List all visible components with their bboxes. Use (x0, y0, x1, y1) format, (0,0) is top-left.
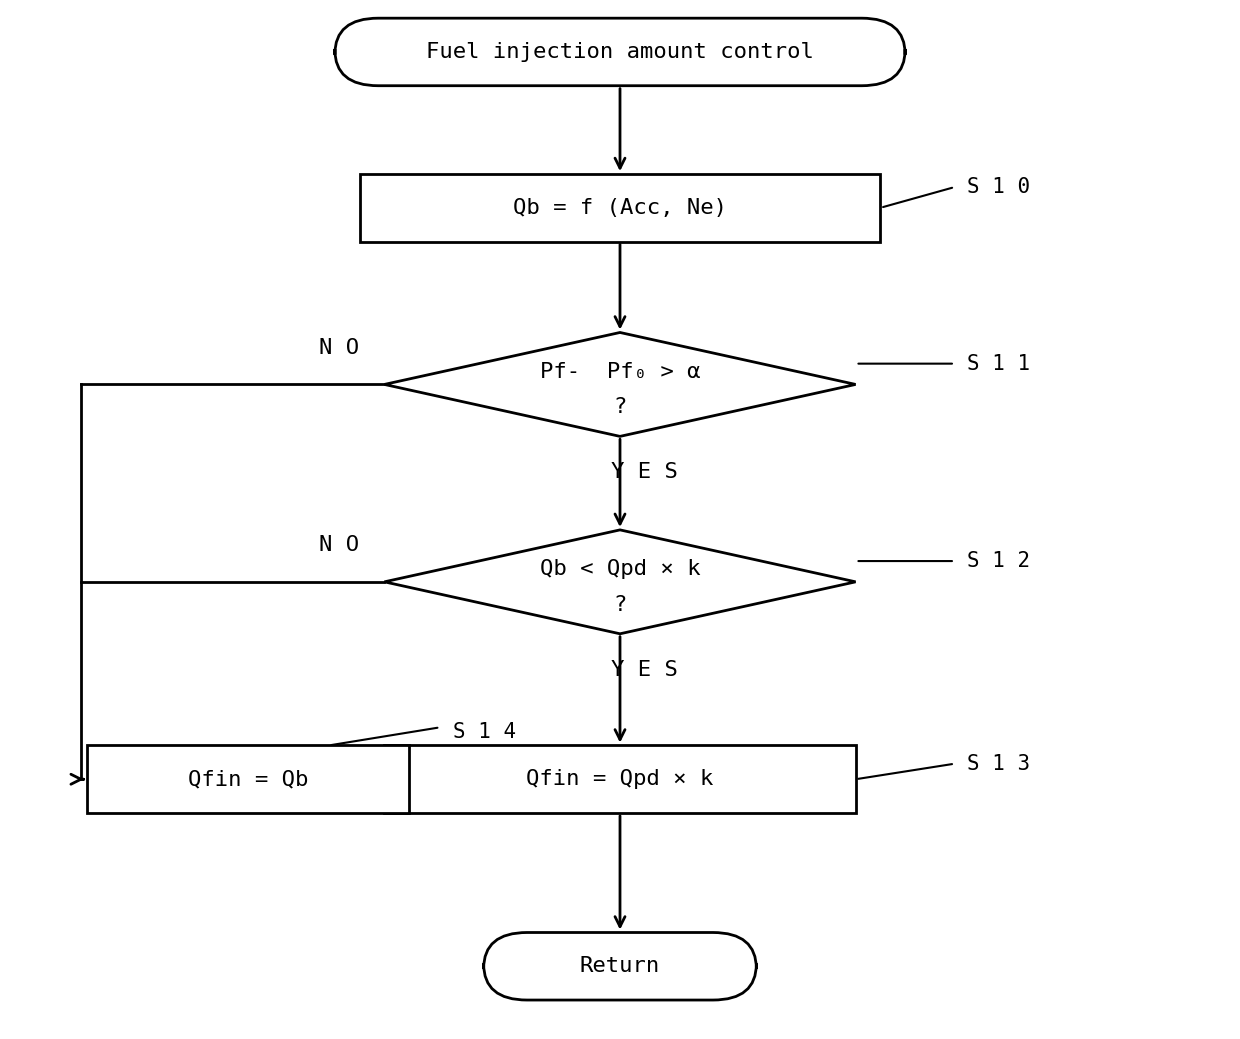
Text: N O: N O (320, 535, 360, 556)
Text: N O: N O (320, 338, 360, 358)
Text: ?: ? (614, 397, 626, 418)
Bar (87, 746, 409, 812)
Text: Y E S: Y E S (611, 462, 678, 482)
Bar (360, 175, 880, 242)
Text: S 1 1: S 1 1 (967, 353, 1030, 374)
Text: Qb = f (Acc, Ne): Qb = f (Acc, Ne) (513, 197, 727, 218)
Text: Qfin = Qpd × k: Qfin = Qpd × k (526, 769, 714, 790)
Text: Qb < Qpd × k: Qb < Qpd × k (539, 559, 701, 580)
Text: S 1 3: S 1 3 (967, 753, 1030, 774)
Text: S 1 0: S 1 0 (967, 177, 1030, 197)
Text: Return: Return (580, 956, 660, 977)
FancyBboxPatch shape (335, 19, 905, 86)
Polygon shape (384, 530, 856, 634)
Text: Y E S: Y E S (611, 660, 678, 680)
Polygon shape (384, 332, 856, 436)
Bar (384, 746, 856, 812)
Text: Fuel injection amount control: Fuel injection amount control (427, 42, 813, 62)
Text: S 1 2: S 1 2 (967, 551, 1030, 571)
Text: Pf-  Pf₀ > α: Pf- Pf₀ > α (539, 362, 701, 382)
Text: S 1 4: S 1 4 (453, 722, 516, 743)
Text: ?: ? (614, 594, 626, 615)
FancyBboxPatch shape (484, 933, 756, 1000)
Text: Qfin = Qb: Qfin = Qb (187, 769, 309, 790)
